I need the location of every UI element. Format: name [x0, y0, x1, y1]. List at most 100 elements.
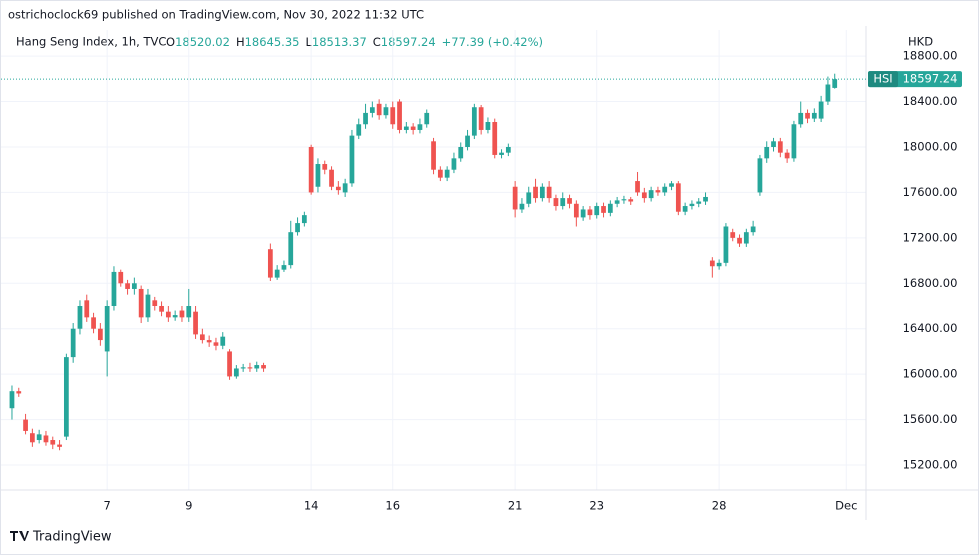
- y-tick-label: 18000.00: [903, 139, 958, 153]
- candle-body: [628, 199, 634, 202]
- candle-body: [356, 124, 362, 136]
- candle-body: [825, 84, 831, 102]
- candle-body: [669, 183, 674, 187]
- candle-body: [36, 434, 42, 441]
- candle-body: [131, 283, 137, 289]
- legend-value: 18513.37: [312, 35, 367, 49]
- candle-body: [363, 112, 368, 125]
- candle-body: [329, 169, 334, 187]
- candle-body: [410, 126, 416, 130]
- candle-body: [635, 181, 640, 193]
- candle-body: [519, 203, 525, 210]
- candle-body: [818, 101, 824, 119]
- candle-body: [145, 294, 151, 318]
- candle-body: [832, 79, 838, 88]
- legend-value: 18645.35: [245, 35, 300, 49]
- candle-body: [9, 391, 15, 409]
- candle-body: [206, 340, 212, 343]
- header: ostrichoclock69 published on TradingView…: [8, 8, 424, 22]
- candle-body: [601, 206, 606, 213]
- logo: TradingView: [10, 530, 112, 545]
- candle-body: [437, 169, 443, 178]
- candle-body: [655, 190, 661, 193]
- candle-body: [675, 183, 681, 212]
- candle-body: [335, 186, 341, 191]
- candle-body: [63, 357, 69, 437]
- candle-body: [764, 146, 770, 159]
- legend: Hang Seng Index, 1h, TVC O18520.02 H18645…: [16, 35, 543, 49]
- candle-body: [791, 124, 797, 159]
- y-tick-label: 17200.00: [903, 230, 958, 244]
- legend-values: O18520.02 H18645.35 L18513.37 C18597.24 +77.…: [166, 35, 543, 49]
- candle-body: [553, 198, 559, 207]
- candle-body: [247, 367, 253, 369]
- x-tick-label: 9: [185, 499, 192, 513]
- candle-body: [111, 271, 117, 306]
- candle-body: [213, 342, 219, 346]
- candle-body: [546, 186, 552, 199]
- candle-body: [23, 419, 28, 431]
- y-tick-label: 16800.00: [903, 276, 958, 290]
- brand: TradingView: [32, 530, 112, 545]
- candle-body: [709, 260, 715, 267]
- candle-body: [689, 203, 695, 207]
- candle-body: [125, 283, 130, 289]
- candle-body: [138, 288, 144, 318]
- candle-body: [458, 146, 464, 159]
- candle-body: [417, 124, 423, 130]
- candle-body: [91, 317, 96, 329]
- candle-body: [57, 444, 62, 447]
- candle-body: [607, 203, 613, 213]
- candle-body: [315, 164, 321, 187]
- candle-body: [322, 164, 328, 170]
- candle-body: [784, 152, 790, 159]
- logo-icon: [10, 531, 29, 541]
- candle-body: [757, 158, 763, 193]
- candle-body: [295, 223, 300, 233]
- candle-body: [505, 146, 511, 153]
- symbol: HSI: [873, 72, 892, 86]
- candle-body: [84, 300, 90, 318]
- candle-body: [349, 135, 355, 184]
- candle-body: [376, 103, 382, 116]
- candle-body: [172, 315, 178, 318]
- x-tick-label: 7: [103, 499, 110, 513]
- legend-value: C: [373, 35, 381, 49]
- candle-body: [465, 135, 470, 147]
- candle-body: [594, 206, 600, 216]
- symbol-tag: [868, 71, 898, 88]
- candle-body: [308, 146, 314, 193]
- legend-value: L: [305, 35, 312, 49]
- legend-value: H: [236, 35, 245, 49]
- candle-body: [444, 169, 450, 178]
- candle-body: [682, 206, 688, 212]
- candle-body: [118, 271, 124, 284]
- y-tick-label: 15200.00: [903, 458, 958, 472]
- y-tick-label: 18800.00: [903, 49, 958, 63]
- candle-body: [703, 196, 708, 202]
- candle-body: [777, 141, 783, 153]
- candle-body: [614, 200, 620, 204]
- x-tick-label: Dec: [835, 499, 857, 513]
- y-tick-label: 15600.00: [903, 412, 958, 426]
- candle-body: [165, 311, 171, 318]
- legend-value: +77.39 (+0.42%): [442, 35, 543, 49]
- candle-body: [451, 158, 457, 170]
- candle-body: [750, 226, 756, 233]
- candle-body: [288, 232, 294, 266]
- candle-body: [179, 310, 185, 318]
- candle-body: [240, 367, 246, 369]
- candle-body: [43, 435, 49, 443]
- candle-body: [383, 107, 389, 116]
- candle-body: [573, 203, 579, 218]
- candle-body: [478, 107, 484, 130]
- y-tick-label: 18400.00: [903, 94, 958, 108]
- candle-body: [29, 433, 35, 443]
- candle-body: [152, 300, 158, 306]
- candle-body: [716, 262, 722, 267]
- candle-body: [342, 183, 348, 193]
- y-tick-label: 16000.00: [903, 367, 958, 381]
- candle-body: [50, 440, 56, 445]
- candle-body: [798, 112, 804, 125]
